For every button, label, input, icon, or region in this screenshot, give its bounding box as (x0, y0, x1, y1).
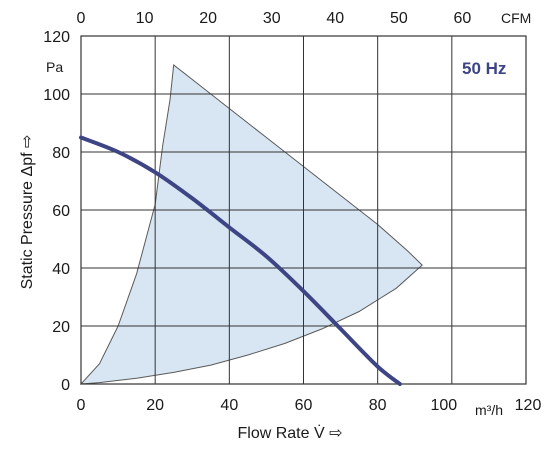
y-tick-label: 100 (43, 87, 70, 104)
y-axis-title: Static Pressure Δpf ⇨ (19, 135, 36, 290)
top-tick-label: 20 (199, 10, 217, 27)
top-tick-label: 60 (454, 10, 472, 27)
operating-range-layer (79, 64, 423, 385)
curve-layer (79, 135, 402, 386)
y-tick-label: 80 (52, 145, 70, 162)
x-tick-label: 40 (220, 397, 238, 414)
top-tick-label: 40 (326, 10, 344, 27)
y-tick-label: 60 (52, 203, 70, 220)
operating-range-area (79, 64, 423, 385)
ticks-layer: 0 20 40 60 80 100 120 0 20 40 60 80 100 120 0 10 20 30 40 5… (43, 10, 541, 414)
plot-frame (80, 35, 527, 385)
y-tick-label: 40 (52, 261, 70, 278)
x-tick-label: 60 (295, 397, 313, 414)
x-tick-label: 20 (146, 397, 164, 414)
top-tick-label: 30 (263, 10, 281, 27)
top-tick-label: 50 (390, 10, 408, 27)
x-unit-label: m³/h (475, 402, 503, 418)
x-tick-label: 0 (77, 397, 86, 414)
top-tick-label: 10 (136, 10, 154, 27)
frequency-badge: 50 Hz (462, 59, 506, 78)
y-tick-label: 20 (52, 319, 70, 336)
grid-layer (80, 35, 527, 385)
top-tick-label: 0 (77, 10, 86, 27)
fan-characteristic-curve (79, 135, 402, 386)
x-tick-label: 120 (515, 397, 542, 414)
x-tick-label: 100 (430, 397, 457, 414)
y-tick-label: 120 (43, 29, 70, 46)
y-unit-label: Pa (46, 59, 63, 75)
x-tick-label: 80 (369, 397, 387, 414)
top-axis-unit-label: CFM (501, 10, 531, 26)
x-axis-title: Flow Rate V̇ ⇨ (238, 424, 343, 442)
y-tick-label: 0 (61, 377, 70, 394)
